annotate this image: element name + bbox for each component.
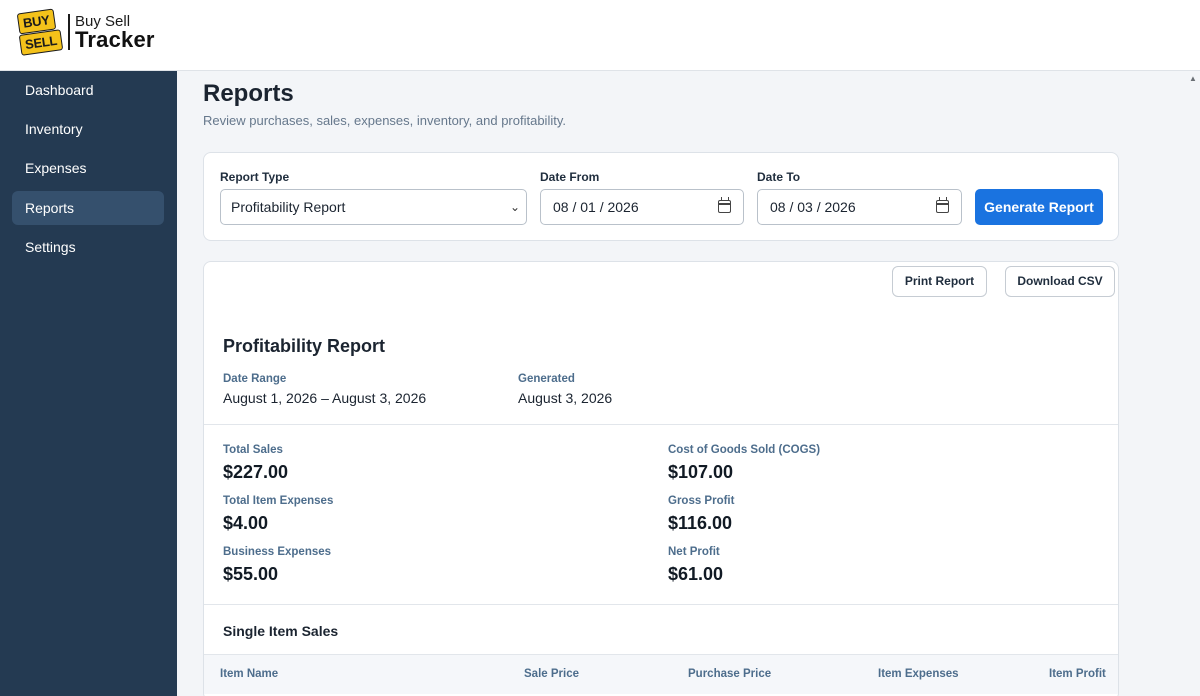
column-header-item-expenses[interactable]: Item Expenses (878, 668, 959, 680)
item-expenses-value: $4.00 (223, 513, 269, 533)
sidebar-item-dashboard[interactable]: Dashboard (25, 82, 94, 98)
sidebar-item-expenses[interactable]: Expenses (25, 160, 87, 176)
date-range-label: Date Range (223, 373, 287, 385)
column-header-purchase-price[interactable]: Purchase Price (688, 668, 772, 680)
net-profit-value: $61.00 (668, 564, 724, 584)
date-from-value: 08 / 01 / 2026 (553, 199, 639, 215)
logo-line-2: Tracker (75, 26, 155, 52)
business-expenses-value: $55.00 (223, 564, 279, 584)
print-report-button[interactable]: Print Report (892, 266, 987, 297)
total-sales-value: $227.00 (223, 462, 289, 482)
date-from-label: Date From (540, 170, 600, 184)
column-header-item-profit[interactable]: Item Profit (1049, 668, 1106, 680)
report-type-select[interactable]: Profitability Report ⌄ (220, 189, 527, 225)
sidebar-item-reports[interactable]: Reports (12, 191, 164, 225)
logo-divider (68, 14, 70, 50)
sidebar: Dashboard Inventory Expenses Reports Set… (0, 71, 177, 696)
sidebar-item-inventory[interactable]: Inventory (25, 121, 83, 137)
logo-tag-sell: SELL (18, 29, 64, 56)
calendar-icon[interactable] (936, 197, 949, 213)
generated-value: August 3, 2026 (518, 390, 613, 406)
buy-sell-tag-icon: BUY SELL (12, 8, 64, 56)
page-title: Reports (203, 80, 294, 107)
sidebar-item-settings[interactable]: Settings (25, 239, 76, 255)
date-to-label: Date To (757, 170, 801, 184)
report-type-label: Report Type (220, 170, 290, 184)
report-type-value: Profitability Report (231, 199, 346, 215)
download-csv-button[interactable]: Download CSV (1005, 266, 1115, 297)
single-item-sales-title: Single Item Sales (223, 623, 339, 639)
column-header-item-name[interactable]: Item Name (220, 668, 279, 680)
logo-line-1: Buy Sell (75, 12, 131, 30)
generated-label: Generated (518, 373, 575, 385)
logo-wordmark: Buy Sell Tracker (75, 14, 155, 51)
business-expenses-label: Business Expenses (223, 546, 332, 558)
net-profit-label: Net Profit (668, 546, 720, 558)
date-to-value: 08 / 03 / 2026 (770, 199, 856, 215)
gross-profit-value: $116.00 (668, 513, 733, 533)
section-divider (204, 424, 1118, 425)
cogs-label: Cost of Goods Sold (COGS) (668, 444, 821, 456)
report-card: Print Report Download CSV Profitability … (203, 261, 1119, 696)
chevron-down-icon: ⌄ (509, 200, 520, 214)
page-subtitle: Review purchases, sales, expenses, inven… (203, 113, 566, 128)
calendar-icon[interactable] (718, 197, 731, 213)
report-title: Profitability Report (223, 336, 386, 356)
gross-profit-label: Gross Profit (668, 495, 735, 507)
report-filters-card: Report Type Profitability Report ⌄ Date … (203, 152, 1119, 241)
generate-report-button[interactable]: Generate Report (975, 189, 1103, 225)
total-sales-label: Total Sales (223, 444, 283, 456)
top-header: BUY SELL Buy Sell Tracker (0, 0, 1200, 71)
column-header-sale-price[interactable]: Sale Price (524, 668, 579, 680)
table-header-row: Item Name Sale Price Purchase Price Item… (204, 654, 1118, 694)
date-range-value: August 1, 2026 – August 3, 2026 (223, 390, 427, 406)
cogs-value: $107.00 (668, 462, 734, 482)
scroll-up-arrow-icon[interactable]: ▲ (1189, 74, 1197, 83)
date-from-input[interactable]: 08 / 01 / 2026 (540, 189, 744, 225)
section-divider (204, 604, 1118, 605)
date-to-input[interactable]: 08 / 03 / 2026 (757, 189, 962, 225)
item-expenses-label: Total Item Expenses (223, 495, 334, 507)
app-logo[interactable]: BUY SELL Buy Sell Tracker (12, 8, 155, 56)
